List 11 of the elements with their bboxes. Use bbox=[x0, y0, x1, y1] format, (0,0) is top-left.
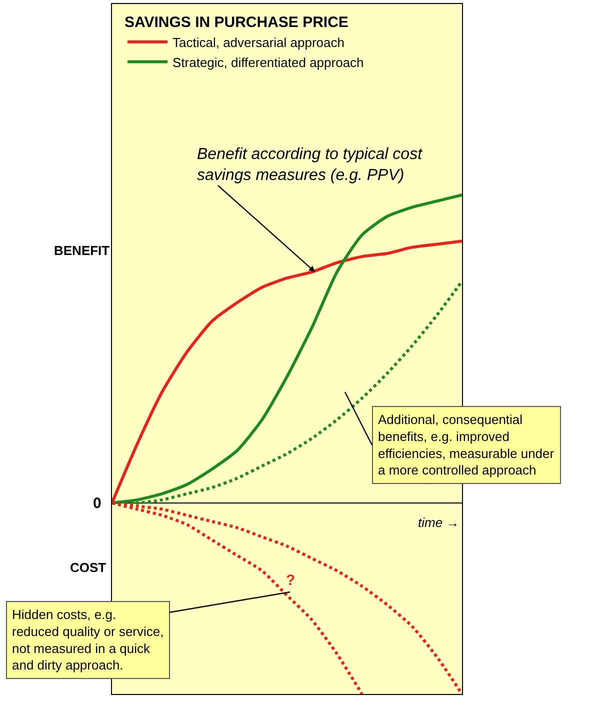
text: Benefit according to typical cost savings measures (e.g. PPV) bbox=[197, 146, 423, 184]
legend-title: SAVINGS IN PURCHASE PRICE bbox=[124, 14, 348, 31]
annotation: ? bbox=[286, 572, 296, 589]
annotation: Hidden costs, e.g. reduced quality or service, not measured in a quick and dirty approach. bbox=[12, 607, 164, 673]
annotation: Additional, consequential benefits, e.g. improved efficiencies, measurable under a more controlled approach bbox=[378, 412, 555, 478]
text: 0 bbox=[93, 495, 102, 512]
text: BENEFIT bbox=[54, 243, 110, 258]
legend-label: Tactical, adversarial approach bbox=[172, 34, 344, 50]
text: COST bbox=[70, 560, 106, 575]
legend-label: Strategic, differentiated approach bbox=[172, 54, 364, 70]
annotation: time → bbox=[418, 515, 460, 530]
